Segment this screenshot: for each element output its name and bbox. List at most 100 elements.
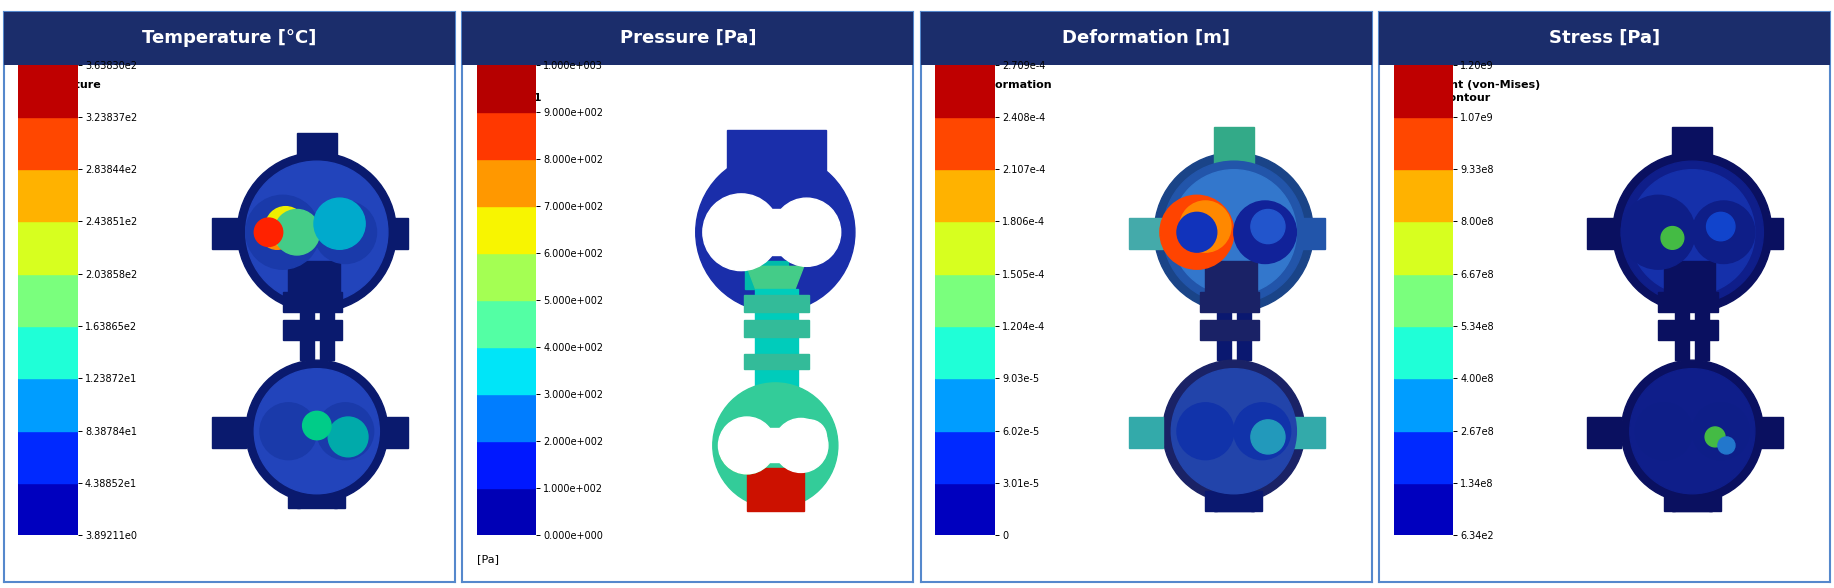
Bar — [477, 347, 536, 394]
Wedge shape — [721, 446, 776, 474]
Bar — [1214, 477, 1254, 511]
Bar — [18, 326, 77, 378]
Circle shape — [328, 417, 369, 457]
Bar — [288, 488, 299, 508]
Bar — [935, 117, 994, 169]
Circle shape — [1718, 437, 1735, 454]
Circle shape — [317, 403, 374, 460]
Bar — [1394, 117, 1453, 169]
Bar — [756, 289, 798, 417]
Bar — [1658, 292, 1718, 312]
Bar — [477, 159, 536, 206]
Circle shape — [776, 420, 827, 471]
Bar — [1586, 218, 1621, 249]
Bar — [1291, 218, 1324, 249]
Bar — [477, 441, 536, 488]
Bar — [746, 468, 803, 511]
Bar — [18, 378, 77, 430]
Circle shape — [260, 403, 317, 460]
Bar — [1128, 417, 1163, 448]
Circle shape — [1251, 420, 1286, 454]
Bar — [1128, 218, 1163, 249]
Bar — [1673, 127, 1713, 170]
Bar — [297, 474, 337, 508]
Bar — [18, 483, 77, 535]
Circle shape — [1693, 403, 1750, 460]
Circle shape — [719, 417, 776, 474]
Bar — [1394, 169, 1453, 222]
Bar — [211, 417, 246, 448]
Bar — [282, 292, 343, 312]
Bar — [1216, 240, 1231, 360]
Bar — [746, 429, 803, 463]
Text: Temperature [°C]: Temperature [°C] — [141, 29, 317, 47]
Bar — [288, 260, 339, 292]
Circle shape — [255, 369, 380, 494]
Bar — [1394, 65, 1453, 117]
Bar — [1709, 491, 1720, 511]
Circle shape — [1707, 212, 1735, 240]
Bar — [935, 430, 994, 483]
FancyArrow shape — [745, 260, 789, 289]
Circle shape — [1177, 403, 1234, 460]
Bar — [935, 65, 994, 117]
Bar — [1214, 127, 1254, 170]
Circle shape — [266, 206, 306, 246]
Circle shape — [774, 419, 827, 472]
Circle shape — [792, 420, 827, 454]
Bar — [299, 246, 314, 360]
Circle shape — [1630, 369, 1755, 494]
Bar — [477, 253, 536, 300]
Bar — [1199, 320, 1260, 340]
Bar — [741, 209, 809, 255]
Circle shape — [246, 161, 389, 303]
Bar — [18, 430, 77, 483]
Bar — [477, 394, 536, 441]
Circle shape — [246, 195, 319, 269]
Circle shape — [1163, 161, 1306, 303]
Circle shape — [1159, 195, 1234, 269]
Circle shape — [1177, 212, 1216, 252]
Circle shape — [1172, 369, 1297, 494]
Bar — [745, 355, 809, 369]
Circle shape — [1163, 360, 1306, 502]
Circle shape — [260, 215, 293, 249]
Circle shape — [702, 194, 779, 270]
Circle shape — [275, 209, 319, 255]
Circle shape — [1154, 153, 1313, 312]
Text: Temperature
Contour: Temperature Contour — [22, 80, 101, 102]
Text: Deformation [m]: Deformation [m] — [1062, 29, 1231, 47]
Bar — [1674, 240, 1689, 360]
Text: [Pa]: [Pa] — [477, 554, 499, 564]
Circle shape — [695, 153, 855, 312]
Bar — [374, 417, 407, 448]
Bar — [18, 117, 77, 169]
Bar — [374, 218, 407, 249]
Bar — [1663, 260, 1715, 292]
Bar — [1394, 378, 1453, 430]
Circle shape — [237, 153, 396, 312]
Bar — [1750, 218, 1783, 249]
Circle shape — [255, 218, 282, 246]
Bar — [726, 130, 827, 181]
Circle shape — [1234, 201, 1297, 263]
Bar — [334, 488, 345, 508]
Circle shape — [1662, 226, 1684, 249]
Circle shape — [1621, 195, 1695, 269]
Circle shape — [750, 215, 783, 249]
Circle shape — [772, 198, 840, 266]
Text: Stress [Pa]: Stress [Pa] — [1550, 29, 1660, 47]
Bar — [1394, 483, 1453, 535]
Text: Pressure
Contour 1: Pressure Contour 1 — [481, 80, 541, 102]
Circle shape — [1621, 360, 1764, 502]
Bar — [1394, 222, 1453, 274]
Bar — [935, 169, 994, 222]
Bar — [1199, 292, 1260, 312]
Bar — [1394, 274, 1453, 326]
Bar — [477, 206, 536, 253]
Bar — [1750, 417, 1783, 448]
Bar — [18, 65, 77, 117]
Bar — [935, 483, 994, 535]
Bar — [1586, 417, 1621, 448]
Circle shape — [1172, 170, 1297, 295]
